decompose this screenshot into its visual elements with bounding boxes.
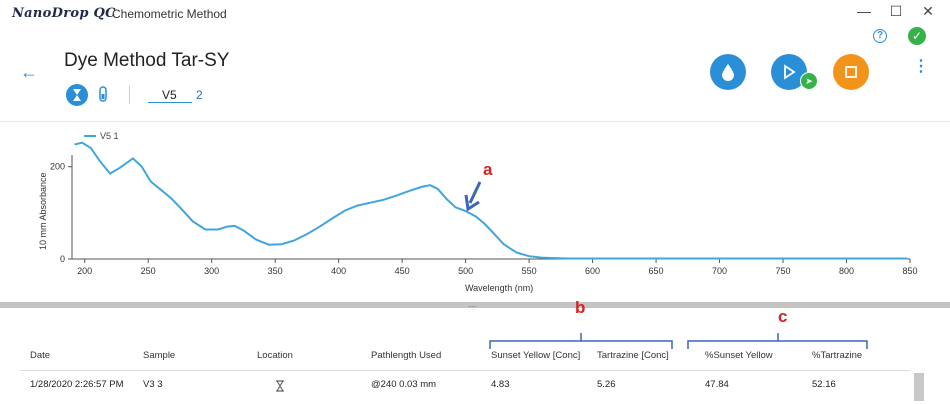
maximize-icon[interactable]: ☐: [889, 3, 903, 19]
x-tick-label-750: 750: [776, 266, 791, 276]
cell-pct-tartrazine: 52.16: [812, 379, 836, 390]
annotation-arrow-icon: [464, 181, 482, 212]
y-tick-label-0: 0: [60, 254, 65, 264]
blank-button[interactable]: [710, 54, 746, 90]
cell-sample: V3 3: [143, 379, 163, 390]
col-header-pct-tartrazine[interactable]: %Tartrazine: [812, 350, 863, 361]
x-tick-label-550: 550: [522, 266, 537, 276]
header-separator: [129, 86, 130, 104]
x-tick-label-700: 700: [712, 266, 727, 276]
col-header-pathlength[interactable]: Pathlength Used: [371, 350, 442, 361]
status-ok-icon[interactable]: ✓: [908, 27, 926, 45]
table-scrollbar[interactable]: [914, 373, 924, 401]
y-tick-label-200: 200: [50, 162, 65, 172]
col-header-sunset-yellow-conc[interactable]: Sunset Yellow [Conc]: [491, 350, 581, 361]
end-experiment-button[interactable]: [833, 54, 869, 90]
x-tick-label-400: 400: [331, 266, 346, 276]
cell-date: 1/28/2020 2:26:57 PM: [30, 379, 124, 390]
annotation-a: a: [483, 160, 493, 179]
annotation-b: b: [575, 298, 586, 317]
cuvette-icon[interactable]: [98, 86, 108, 107]
cell-pct-sunset-yellow: 47.84: [705, 379, 729, 390]
drop-icon: [722, 64, 734, 81]
col-header-pct-sunset-yellow[interactable]: %Sunset Yellow: [705, 350, 773, 361]
x-tick-label-200: 200: [77, 266, 92, 276]
col-header-tartrazine-conc[interactable]: Tartrazine [Conc]: [597, 350, 669, 361]
x-axis-label: Wavelength (nm): [465, 283, 533, 293]
help-icon[interactable]: ?: [873, 29, 887, 43]
x-tick-label-800: 800: [839, 266, 854, 276]
col-header-date[interactable]: Date: [30, 350, 51, 361]
stop-icon: [845, 66, 857, 78]
cell-sunset-yellow-conc: 4.83: [491, 379, 510, 390]
hourglass-icon[interactable]: [66, 84, 88, 106]
col-header-location[interactable]: Location: [257, 350, 293, 361]
back-arrow-icon[interactable]: ←: [20, 62, 38, 82]
annotation-brackets: [489, 333, 868, 349]
play-icon: [784, 64, 796, 80]
spectrum-chart: V5 1 10 mm Absorbance 200 250 300 350 400 450…: [38, 131, 918, 293]
x-tick-label-850: 850: [902, 266, 917, 276]
x-tick-label-500: 500: [458, 266, 473, 276]
x-tick-label-650: 650: [649, 266, 664, 276]
x-tick-label-350: 350: [268, 266, 283, 276]
sample-name-input[interactable]: V5: [148, 88, 192, 103]
sample-count: 2: [196, 88, 203, 102]
x-tick-label-600: 600: [585, 266, 600, 276]
more-menu-icon[interactable]: ⋮: [913, 58, 929, 75]
auto-measure-icon: ➤: [800, 72, 818, 90]
table-header-divider: [20, 370, 910, 371]
cell-pathlength: @240 0.03 mm: [371, 379, 437, 390]
header-divider: [0, 121, 950, 122]
x-tick-label-450: 450: [395, 266, 410, 276]
pane-splitter[interactable]: .....: [0, 302, 950, 309]
x-tick-label-250: 250: [141, 266, 156, 276]
cell-tartrazine-conc: 5.26: [597, 379, 616, 390]
method-name: Chemometric Method: [112, 7, 227, 21]
legend-label: V5 1: [100, 131, 119, 141]
page-title: Dye Method Tar-SY: [64, 50, 230, 71]
col-header-sample[interactable]: Sample: [143, 350, 176, 361]
x-tick-label-300: 300: [204, 266, 219, 276]
minimize-icon[interactable]: —: [857, 3, 871, 19]
app-logo: NanoDrop QC: [12, 6, 116, 21]
y-axis-label: 10 mm Absorbance: [38, 172, 48, 250]
close-icon[interactable]: ✕: [922, 3, 934, 19]
annotation-c: c: [778, 307, 788, 326]
series-v5-1-line: [74, 141, 908, 260]
cell-location-hourglass-icon: [275, 379, 285, 397]
